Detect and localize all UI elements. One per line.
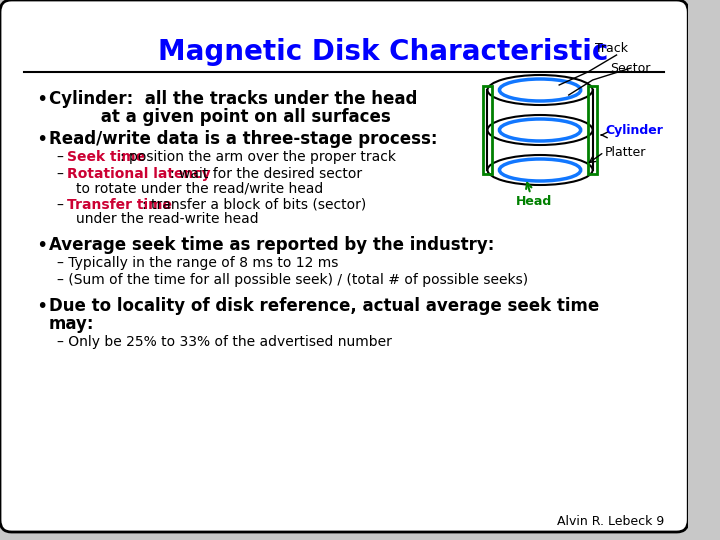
Text: at a given point on all surfaces: at a given point on all surfaces bbox=[49, 108, 390, 126]
Text: : transfer a block of bits (sector): : transfer a block of bits (sector) bbox=[143, 198, 366, 212]
Text: – Typically in the range of 8 ms to 12 ms: – Typically in the range of 8 ms to 12 m… bbox=[58, 256, 338, 270]
Text: : wait for the desired sector: : wait for the desired sector bbox=[170, 167, 362, 181]
Text: Sector: Sector bbox=[610, 62, 650, 75]
Text: Platter: Platter bbox=[605, 146, 647, 159]
Text: may:: may: bbox=[49, 315, 94, 333]
Text: Alvin R. Lebeck 9: Alvin R. Lebeck 9 bbox=[557, 515, 665, 528]
FancyBboxPatch shape bbox=[0, 0, 688, 532]
Ellipse shape bbox=[487, 115, 593, 145]
Text: under the read-write head: under the read-write head bbox=[76, 212, 259, 226]
Text: •: • bbox=[36, 130, 48, 149]
Text: : position the arm over the proper track: : position the arm over the proper track bbox=[120, 150, 397, 164]
Text: Cylinder: Cylinder bbox=[605, 124, 663, 137]
Text: Transfer time: Transfer time bbox=[67, 198, 172, 212]
Ellipse shape bbox=[487, 75, 593, 105]
Text: •: • bbox=[36, 236, 48, 255]
Text: •: • bbox=[36, 90, 48, 109]
Bar bbox=[482, 86, 492, 174]
Text: Track: Track bbox=[595, 42, 628, 55]
Text: •: • bbox=[36, 297, 48, 316]
Text: –: – bbox=[58, 198, 68, 212]
Text: Read/write data is a three-stage process:: Read/write data is a three-stage process… bbox=[49, 130, 437, 148]
Text: Due to locality of disk reference, actual average seek time: Due to locality of disk reference, actua… bbox=[49, 297, 599, 315]
Text: – Only be 25% to 33% of the advertised number: – Only be 25% to 33% of the advertised n… bbox=[58, 335, 392, 349]
Text: Average seek time as reported by the industry:: Average seek time as reported by the ind… bbox=[49, 236, 494, 254]
Ellipse shape bbox=[487, 155, 593, 185]
Text: –: – bbox=[58, 150, 68, 164]
Text: Head: Head bbox=[516, 195, 552, 208]
Text: –: – bbox=[58, 167, 68, 181]
Text: to rotate under the read/write head: to rotate under the read/write head bbox=[76, 181, 324, 195]
Text: Magnetic Disk Characteristic: Magnetic Disk Characteristic bbox=[158, 38, 608, 66]
Text: Rotational latency: Rotational latency bbox=[67, 167, 210, 181]
Text: – (Sum of the time for all possible seek) / (total # of possible seeks): – (Sum of the time for all possible seek… bbox=[58, 273, 528, 287]
Text: Seek time: Seek time bbox=[67, 150, 145, 164]
Bar bbox=[588, 86, 598, 174]
Text: Cylinder:  all the tracks under the head: Cylinder: all the tracks under the head bbox=[49, 90, 417, 108]
